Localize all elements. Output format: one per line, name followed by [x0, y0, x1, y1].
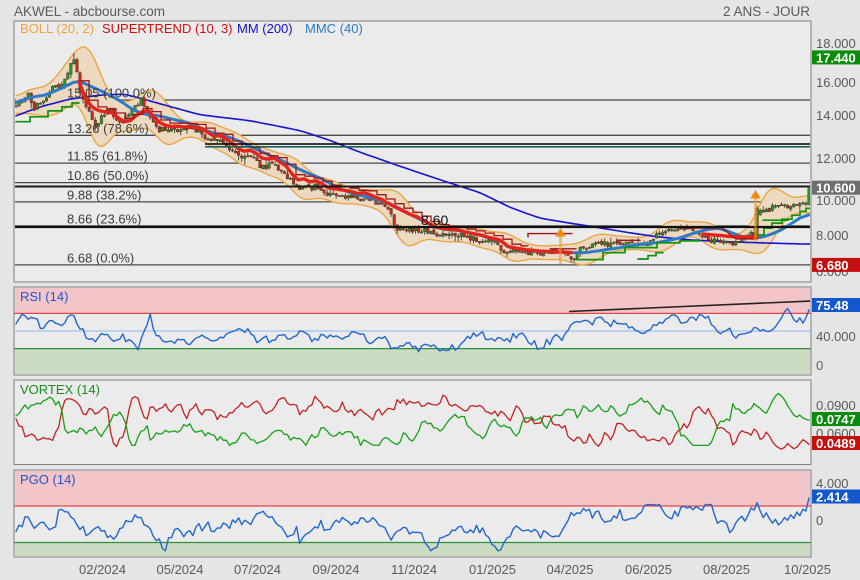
svg-text:18.000: 18.000	[816, 36, 856, 51]
svg-text:2 ANS - JOUR: 2 ANS - JOUR	[723, 4, 810, 19]
svg-text:SUPERTREND (10, 3): SUPERTREND (10, 3)	[102, 21, 233, 36]
svg-text:10.86 (50.0%): 10.86 (50.0%)	[67, 168, 149, 183]
svg-text:VORTEX (14): VORTEX (14)	[20, 382, 100, 397]
svg-text:0.0900: 0.0900	[816, 398, 856, 413]
svg-text:10.600: 10.600	[816, 181, 856, 196]
svg-text:12.000: 12.000	[816, 151, 856, 166]
svg-text:05/2024: 05/2024	[157, 562, 204, 577]
svg-text:0: 0	[816, 513, 823, 528]
svg-text:8.66 (23.6%): 8.66 (23.6%)	[67, 211, 141, 226]
svg-text:0: 0	[816, 358, 823, 373]
svg-text:14.000: 14.000	[816, 108, 856, 123]
svg-text:40.000: 40.000	[816, 329, 856, 344]
svg-text:0.0489: 0.0489	[816, 436, 856, 451]
svg-text:15.05 (100.0%): 15.05 (100.0%)	[67, 86, 156, 101]
svg-text:08/2025: 08/2025	[703, 562, 750, 577]
svg-text:6.68 (0.0%): 6.68 (0.0%)	[67, 250, 134, 265]
svg-text:04/2025: 04/2025	[547, 562, 594, 577]
svg-text:06/2025: 06/2025	[625, 562, 672, 577]
svg-text:8.000: 8.000	[816, 228, 849, 243]
svg-text:PGO (14): PGO (14)	[20, 472, 76, 487]
svg-text:9.88 (38.2%): 9.88 (38.2%)	[67, 187, 141, 202]
svg-text:4.000: 4.000	[816, 476, 849, 491]
svg-text:MM (200): MM (200)	[237, 21, 293, 36]
svg-text:RSI (14): RSI (14)	[20, 289, 68, 304]
svg-text:BOLL (20, 2): BOLL (20, 2)	[20, 21, 94, 36]
svg-text:11.85 (61.8%): 11.85 (61.8%)	[67, 149, 148, 164]
svg-text:17.440: 17.440	[816, 50, 856, 65]
svg-text:AKWEL - abcbourse.com: AKWEL - abcbourse.com	[14, 4, 165, 19]
svg-text:75.48: 75.48	[816, 298, 849, 313]
svg-text:07/2024: 07/2024	[234, 562, 281, 577]
svg-text:09/2024: 09/2024	[313, 562, 360, 577]
svg-text:8.60: 8.60	[421, 212, 448, 228]
svg-text:11/2024: 11/2024	[391, 562, 437, 577]
svg-text:10/2025: 10/2025	[784, 562, 831, 577]
svg-text:16.000: 16.000	[816, 75, 856, 90]
svg-text:10.000: 10.000	[816, 193, 856, 208]
svg-text:02/2024: 02/2024	[79, 562, 126, 577]
svg-text:6.680: 6.680	[816, 258, 849, 273]
svg-text:13.26 (78.6%): 13.26 (78.6%)	[67, 121, 149, 136]
svg-text:2.414: 2.414	[816, 490, 849, 505]
svg-text:MMC (40): MMC (40)	[305, 21, 363, 36]
svg-text:01/2025: 01/2025	[469, 562, 516, 577]
svg-text:0.0747: 0.0747	[816, 412, 856, 427]
